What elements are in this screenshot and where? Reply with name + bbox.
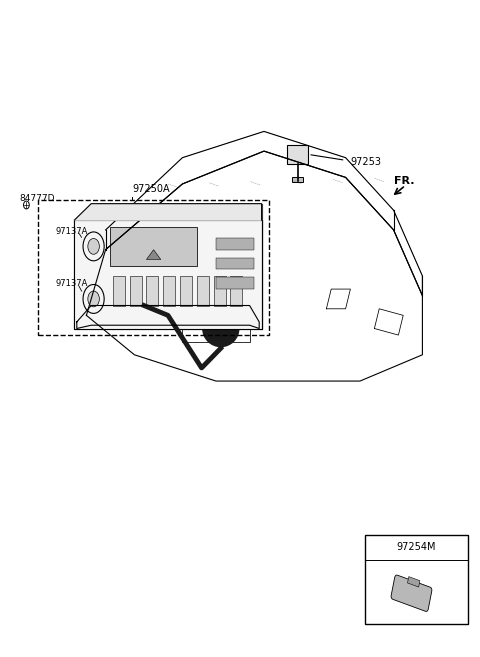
Bar xyxy=(197,276,209,306)
Bar xyxy=(180,276,192,306)
FancyBboxPatch shape xyxy=(391,575,432,612)
Text: 97253: 97253 xyxy=(350,156,382,167)
Bar xyxy=(182,309,250,342)
Text: 84777D: 84777D xyxy=(19,194,55,203)
Bar xyxy=(292,177,303,182)
Bar xyxy=(163,276,175,306)
Bar xyxy=(216,238,254,250)
Polygon shape xyxy=(74,204,262,220)
Text: FR.: FR. xyxy=(394,175,414,186)
Polygon shape xyxy=(146,250,161,260)
Bar xyxy=(408,577,420,587)
Bar xyxy=(216,277,254,289)
Bar xyxy=(110,227,197,266)
Text: 97254M: 97254M xyxy=(396,542,436,553)
Circle shape xyxy=(88,238,99,254)
Text: 97137A: 97137A xyxy=(55,227,87,236)
Bar xyxy=(74,220,262,328)
Ellipse shape xyxy=(203,311,239,347)
Bar xyxy=(130,276,142,306)
Circle shape xyxy=(88,291,99,307)
Bar xyxy=(214,276,226,306)
Bar xyxy=(74,220,262,328)
Text: 97250A: 97250A xyxy=(132,184,169,194)
Bar xyxy=(182,250,259,306)
Bar xyxy=(365,535,468,624)
Bar xyxy=(287,145,308,164)
Bar xyxy=(38,200,269,335)
Text: 97137A: 97137A xyxy=(55,279,87,288)
Bar xyxy=(230,276,242,306)
Bar xyxy=(146,276,158,306)
Bar xyxy=(216,258,254,269)
Bar xyxy=(113,276,125,306)
